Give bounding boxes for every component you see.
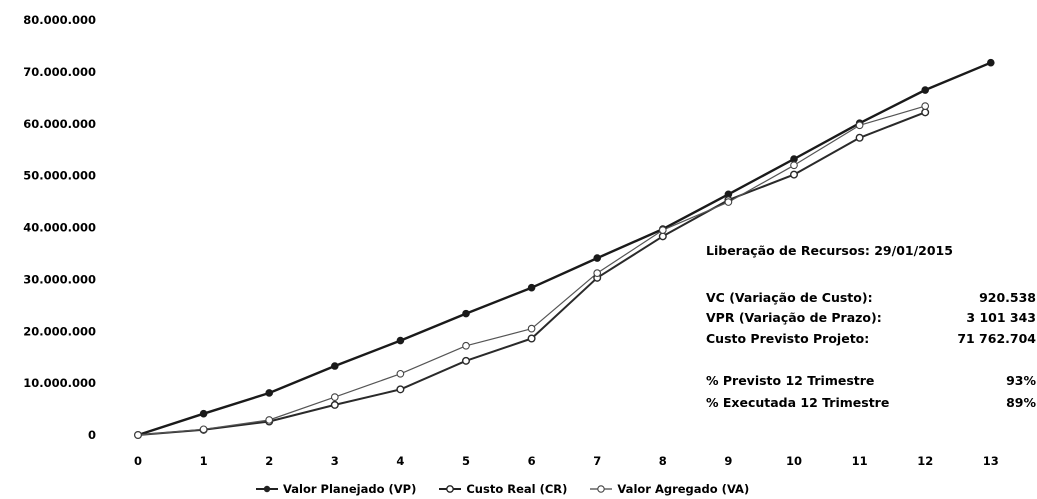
legend-label: Custo Real (CR) [466, 482, 568, 496]
data-point [199, 409, 208, 418]
data-point [790, 170, 799, 179]
line-chart: 0 10.000.000 20.000.000 30.000.000 40.000.00… [23, 13, 999, 468]
x-tick-label: 13 [983, 454, 999, 468]
info-label: VPR (Variação de Prazo): [706, 310, 882, 325]
data-point [396, 369, 405, 378]
data-point [462, 341, 470, 350]
info-row-previsto: % Previsto 12 Trimestre 93% [706, 373, 1036, 391]
data-point [987, 58, 995, 67]
series-markers [133, 58, 995, 440]
info-row-executada: % Executada 12 Trimestre 89% [706, 395, 1036, 413]
data-point [265, 416, 274, 424]
data-point [593, 254, 602, 262]
x-axis-ticks: 0 1 2 3 4 5 6 7 8 9 10 11 12 13 [134, 454, 999, 468]
x-tick-label: 8 [659, 454, 667, 468]
data-point [658, 226, 667, 234]
data-point [330, 400, 339, 409]
y-tick-label: 40.000.000 [23, 221, 96, 235]
y-tick-label: 30.000.000 [23, 272, 96, 286]
data-point [527, 334, 536, 343]
data-point [921, 108, 930, 117]
legend-marker-filled-icon [256, 485, 278, 493]
info-label: Custo Previsto Projeto: [706, 331, 870, 346]
info-value: 89% [1006, 395, 1036, 410]
data-point [462, 309, 470, 318]
data-point [658, 232, 667, 241]
data-point [396, 385, 405, 394]
x-tick-label: 2 [265, 454, 273, 468]
data-point [134, 431, 142, 439]
y-tick-label: 20.000.000 [23, 324, 96, 338]
info-row-custo: Custo Previsto Projeto: 71 762.704 [706, 331, 1036, 349]
x-tick-label: 6 [528, 454, 536, 468]
legend-marker-open-icon [439, 485, 462, 493]
info-row-vc: VC (Variação de Custo): 920.538 [706, 290, 1036, 308]
legend-item-vp: Valor Planejado (VP) [255, 482, 416, 496]
chart-legend: Valor Planejado (VP) Custo Real (CR) Val… [255, 482, 749, 496]
data-point [593, 269, 602, 278]
data-point [527, 283, 536, 292]
data-point [396, 336, 405, 345]
x-tick-label: 9 [724, 454, 732, 468]
y-axis-ticks: 0 10.000.000 20.000.000 30.000.000 40.000.00… [23, 13, 96, 442]
data-point [265, 389, 274, 397]
info-value: 3 101 343 [966, 310, 1036, 325]
data-point [330, 393, 339, 401]
x-tick-label: 4 [396, 454, 404, 468]
data-point [527, 324, 536, 333]
info-title: Liberação de Recursos: 29/01/2015 [706, 243, 953, 258]
data-point [790, 155, 798, 163]
data-point [790, 161, 798, 170]
y-tick-label: 80.000.000 [23, 13, 96, 27]
data-point [462, 356, 471, 365]
legend-marker-open-thin-icon [590, 485, 613, 493]
legend-item-va: Valor Agregado (VA) [589, 482, 749, 496]
data-point [199, 425, 208, 434]
x-tick-label: 11 [852, 454, 868, 468]
info-row-vpr: VPR (Variação de Prazo): 3 101 343 [706, 310, 1036, 328]
x-tick-label: 12 [917, 454, 933, 468]
series-line-0 [137, 61, 992, 437]
info-value: 71 762.704 [957, 331, 1036, 346]
data-point [724, 198, 733, 206]
info-value: 93% [1006, 373, 1036, 388]
x-tick-label: 5 [462, 454, 470, 468]
y-tick-label: 0 [88, 428, 96, 442]
x-tick-label: 7 [593, 454, 601, 468]
legend-item-cr: Custo Real (CR) [438, 482, 567, 496]
data-point [855, 133, 864, 142]
data-point [855, 121, 864, 130]
data-point [331, 362, 339, 370]
info-value: 920.538 [979, 290, 1036, 305]
x-tick-label: 3 [331, 454, 339, 468]
info-label: VC (Variação de Custo): [706, 290, 873, 305]
x-tick-label: 10 [786, 454, 802, 468]
x-tick-label: 1 [200, 454, 208, 468]
data-point [921, 86, 930, 94]
legend-label: Valor Agregado (VA) [617, 482, 750, 496]
y-tick-label: 50.000.000 [23, 169, 96, 183]
y-tick-label: 70.000.000 [23, 65, 96, 79]
data-point [921, 102, 930, 110]
legend-label: Valor Planejado (VP) [283, 482, 417, 496]
x-tick-label: 0 [134, 454, 142, 468]
info-label: % Executada 12 Trimestre [706, 395, 890, 410]
info-label: % Previsto 12 Trimestre [706, 373, 875, 388]
y-tick-label: 60.000.000 [23, 117, 96, 131]
y-tick-label: 10.000.000 [23, 376, 96, 390]
